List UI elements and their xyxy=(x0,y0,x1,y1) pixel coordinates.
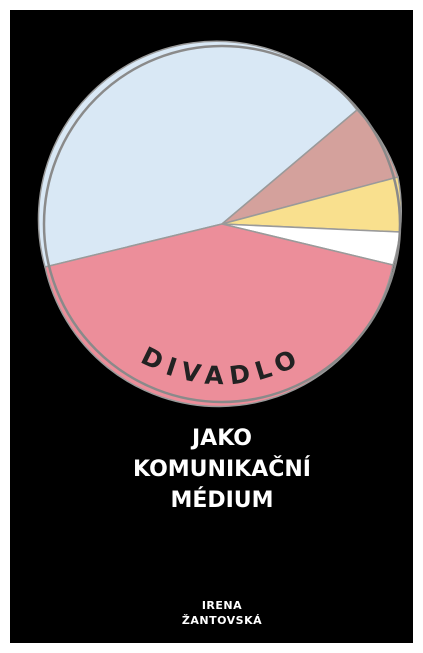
pie-outline xyxy=(42,44,402,404)
title-line: MÉDIUM xyxy=(170,487,273,513)
pie-illustration xyxy=(37,40,403,408)
author-line: IRENA xyxy=(202,599,242,612)
title-line: JAKO xyxy=(190,426,252,451)
author-line: ŽANTOVSKÁ xyxy=(182,614,262,627)
wedge-blue xyxy=(37,40,359,268)
title-line: KOMUNIKAČNÍ xyxy=(133,456,311,482)
